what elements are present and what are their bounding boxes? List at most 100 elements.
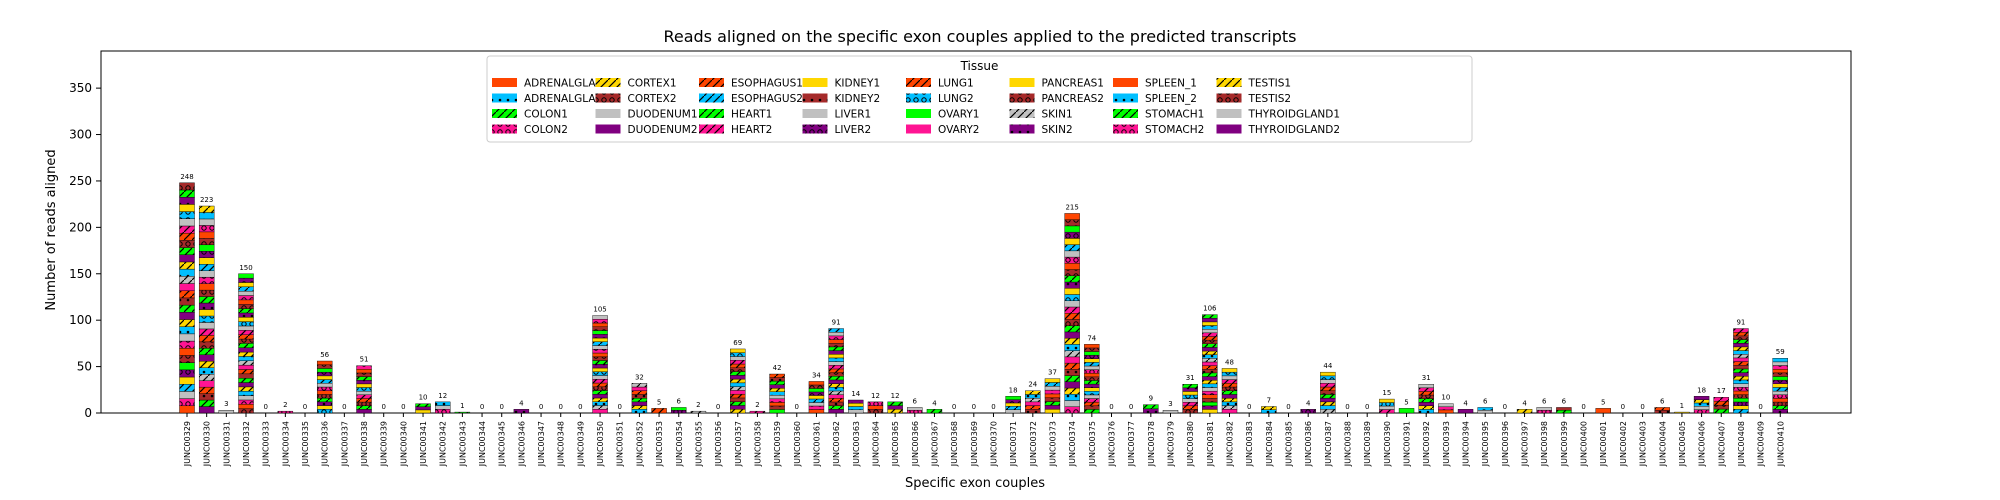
legend-entry-label: KIDNEY2 <box>835 93 881 105</box>
bar-total-label: 6 <box>677 397 682 405</box>
bar-segment <box>1418 405 1434 410</box>
bar-segment <box>592 315 608 320</box>
bar-segment <box>1713 400 1729 406</box>
bar-segment <box>1221 379 1238 384</box>
x-tick-label: JUNC00368 <box>950 421 959 467</box>
x-tick-label: JUNC00403 <box>1639 421 1648 467</box>
bar-segment <box>1064 238 1080 245</box>
bar-segment <box>1005 396 1021 400</box>
bar-segment <box>1064 325 1080 333</box>
bar-segment <box>828 387 844 392</box>
bar-segment <box>1733 376 1749 381</box>
bar-segment <box>1202 405 1218 410</box>
x-tick-label: JUNC00384 <box>1265 421 1274 467</box>
bar-total-label: 31 <box>1422 374 1431 382</box>
bar-segment <box>1300 409 1316 414</box>
bar-segment <box>828 372 844 377</box>
bar-segment <box>1320 390 1336 395</box>
bar-segment <box>198 399 215 407</box>
bar-segment <box>198 309 215 317</box>
bar-segment <box>238 317 254 322</box>
legend-swatch <box>1216 109 1242 118</box>
bar-segment <box>592 322 608 327</box>
bar-segment <box>1693 396 1710 400</box>
bar-total-label: 12 <box>891 392 900 400</box>
bar-segment <box>238 364 254 370</box>
bar-segment <box>198 361 215 368</box>
legend-box <box>486 55 1473 143</box>
bar-segment <box>1044 382 1061 387</box>
bar-segment <box>316 386 333 391</box>
bar-segment <box>198 302 215 310</box>
y-tick-label: 200 <box>69 220 92 234</box>
bar-stack <box>749 410 766 414</box>
bar-segment <box>356 365 372 370</box>
x-tick-label: JUNC00362 <box>832 421 841 467</box>
bar-segment <box>179 405 195 414</box>
bar-segment <box>1202 350 1218 355</box>
bar-segment <box>592 390 608 395</box>
bar-total-label: 6 <box>1483 397 1488 405</box>
bar-segment <box>671 407 687 411</box>
bar-total-label: 69 <box>733 339 742 347</box>
x-tick-label: JUNC00409 <box>1757 421 1766 467</box>
bar-total-label: 4 <box>1522 399 1527 407</box>
bar-stack <box>435 401 451 414</box>
x-tick-label: JUNC00329 <box>183 421 192 467</box>
legend-swatch <box>802 93 828 103</box>
bar-segment <box>828 361 844 366</box>
x-tick-label: JUNC00330 <box>203 421 212 467</box>
x-tick-label: JUNC00386 <box>1304 421 1313 467</box>
bar-segment <box>1044 393 1061 398</box>
bar-segment <box>631 390 648 395</box>
legend-entry-label: SKIN2 <box>1042 124 1073 136</box>
bar-segment <box>1516 409 1533 414</box>
bar-segment <box>179 369 195 378</box>
bar-segment <box>238 321 254 327</box>
bar-segment <box>356 376 372 381</box>
bar-segment <box>238 395 254 401</box>
bar-segment <box>1064 387 1080 395</box>
x-tick-label: JUNC00380 <box>1186 421 1195 467</box>
bar-segment <box>1536 407 1552 411</box>
bar-segment <box>179 304 195 313</box>
bar-segment <box>179 268 195 277</box>
bar-segment <box>1064 394 1080 401</box>
bar-segment <box>769 398 785 403</box>
bar-segment <box>592 364 608 369</box>
x-tick-label: JUNC00370 <box>989 421 998 467</box>
bar-segment <box>1202 354 1218 359</box>
bar-segment <box>730 390 746 395</box>
bar-segment <box>1025 394 1041 399</box>
bar-segment <box>198 231 215 239</box>
bar-segment <box>592 345 608 350</box>
bar-segment <box>356 401 372 406</box>
x-tick-label: JUNC00359 <box>773 421 782 467</box>
legend-entry-label: STOMACH1 <box>1145 109 1204 121</box>
bar-total-label: 0 <box>1758 403 1762 411</box>
bar-segment <box>1064 244 1080 252</box>
x-tick-label: JUNC00364 <box>871 421 880 467</box>
legend-swatch <box>802 124 828 134</box>
bar-segment <box>179 189 195 198</box>
x-tick-label: JUNC00361 <box>812 421 821 467</box>
bar-segment <box>1733 387 1749 392</box>
bar-segment <box>1025 405 1041 410</box>
bar-segment <box>179 312 195 320</box>
x-tick-label: JUNC00365 <box>891 421 900 467</box>
bar-segment <box>1693 409 1710 414</box>
bar-segment <box>179 376 195 385</box>
bar-segment <box>1733 368 1749 373</box>
bar-segment <box>1733 328 1749 333</box>
bar-segment <box>1418 384 1434 389</box>
legend-swatch <box>1113 124 1138 134</box>
bar-segment <box>238 282 254 288</box>
bar-total-label: 0 <box>795 403 799 411</box>
bar-total-label: 31 <box>1186 374 1195 382</box>
bar-segment <box>198 276 215 284</box>
bar-segment <box>1733 409 1749 414</box>
x-tick-label: JUNC00407 <box>1717 421 1726 467</box>
x-tick-label: JUNC00355 <box>694 421 703 467</box>
bar-segment <box>1379 402 1395 407</box>
legend-entry-label: TESTIS2 <box>1248 93 1292 105</box>
